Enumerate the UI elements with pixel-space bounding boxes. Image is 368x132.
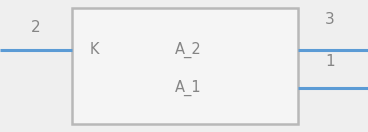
Text: A_1: A_1 (175, 80, 202, 96)
Text: A_2: A_2 (175, 42, 202, 58)
Text: 2: 2 (31, 20, 41, 36)
Text: 1: 1 (325, 55, 335, 70)
Bar (72, 8, 298, 124)
Text: 3: 3 (325, 13, 335, 27)
Text: K: K (90, 43, 99, 58)
